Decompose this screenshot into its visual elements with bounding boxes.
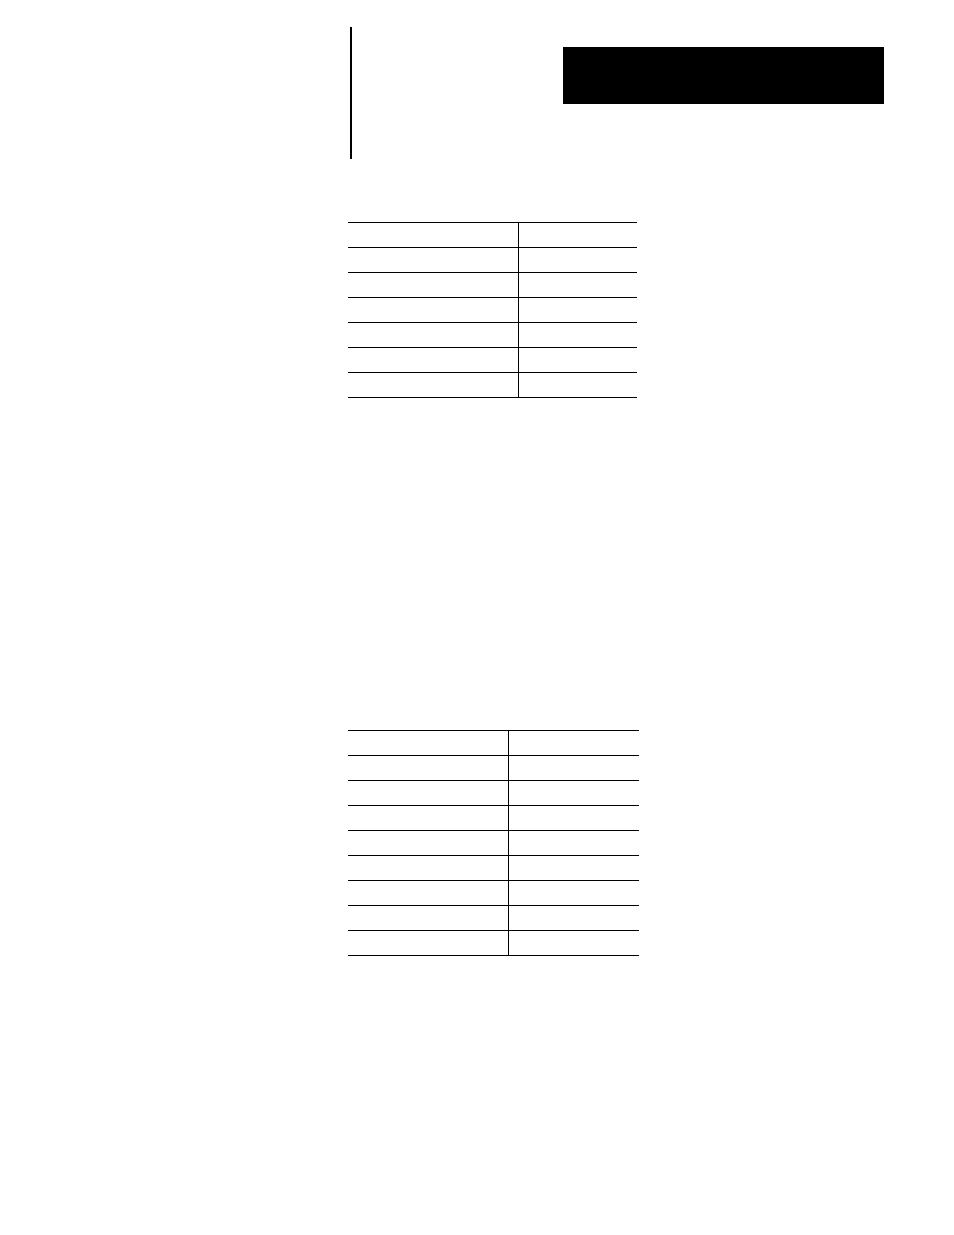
table-cell bbox=[348, 323, 519, 348]
table-row bbox=[348, 348, 637, 373]
table-row bbox=[348, 756, 639, 781]
table-cell bbox=[348, 298, 519, 323]
table-row bbox=[348, 323, 637, 348]
table-2-body bbox=[348, 731, 639, 956]
table-cell bbox=[519, 273, 638, 298]
table-cell bbox=[509, 831, 640, 856]
table-cell bbox=[509, 781, 640, 806]
table-cell bbox=[348, 373, 519, 398]
table-cell bbox=[519, 223, 638, 248]
table-cell bbox=[509, 731, 640, 756]
table-1 bbox=[348, 222, 637, 398]
table-cell bbox=[348, 273, 519, 298]
table-cell bbox=[519, 323, 638, 348]
table-cell bbox=[348, 223, 519, 248]
table-cell bbox=[348, 881, 509, 906]
table-cell bbox=[519, 373, 638, 398]
table-row bbox=[348, 248, 637, 273]
header-black-box bbox=[563, 47, 884, 104]
table-row bbox=[348, 856, 639, 881]
table-cell bbox=[348, 906, 509, 931]
table-row bbox=[348, 373, 637, 398]
table-cell bbox=[509, 931, 640, 956]
table-row bbox=[348, 806, 639, 831]
table-cell bbox=[348, 856, 509, 881]
table-cell bbox=[348, 931, 509, 956]
table-cell bbox=[348, 831, 509, 856]
table-row bbox=[348, 931, 639, 956]
table-cell bbox=[509, 806, 640, 831]
table-cell bbox=[348, 348, 519, 373]
table-2 bbox=[348, 730, 639, 956]
table-row bbox=[348, 781, 639, 806]
table-cell bbox=[348, 781, 509, 806]
table-cell bbox=[519, 348, 638, 373]
table-row bbox=[348, 273, 637, 298]
table-1-body bbox=[348, 223, 637, 398]
table-row bbox=[348, 731, 639, 756]
table-cell bbox=[509, 756, 640, 781]
table-cell bbox=[519, 298, 638, 323]
table-cell bbox=[509, 856, 640, 881]
table-row bbox=[348, 906, 639, 931]
table-cell bbox=[348, 806, 509, 831]
table-cell bbox=[519, 248, 638, 273]
table-row bbox=[348, 881, 639, 906]
table-cell bbox=[348, 248, 519, 273]
table-cell bbox=[348, 756, 509, 781]
table-row bbox=[348, 831, 639, 856]
table-row bbox=[348, 223, 637, 248]
table-row bbox=[348, 298, 637, 323]
table-cell bbox=[348, 731, 509, 756]
table-cell bbox=[509, 881, 640, 906]
header-vertical-divider bbox=[350, 27, 352, 159]
table-cell bbox=[509, 906, 640, 931]
